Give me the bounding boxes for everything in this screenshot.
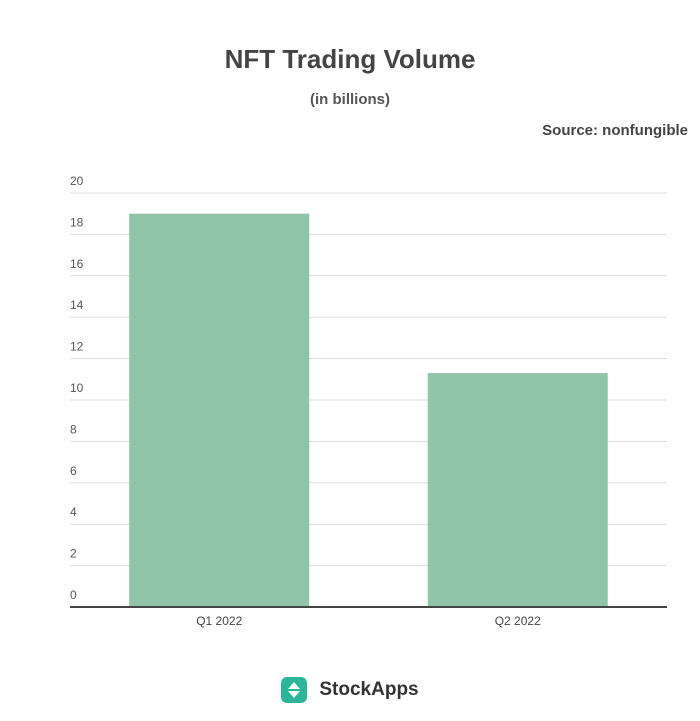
y-tick-label: 20 bbox=[70, 174, 84, 188]
y-tick-label: 2 bbox=[70, 547, 77, 561]
y-tick-label: 0 bbox=[70, 588, 77, 602]
y-tick-label: 16 bbox=[70, 257, 84, 271]
chart-subtitle: (in billions) bbox=[310, 91, 390, 108]
x-tick-label: Q2 2022 bbox=[495, 614, 541, 628]
y-tick-label: 8 bbox=[70, 422, 77, 436]
bar-chart: 0 2 4 6 8 10 12 14 16 18 20 Q1 2022 Q2 2022 bbox=[70, 174, 667, 628]
chart-title: NFT Trading Volume bbox=[224, 44, 476, 74]
y-tick-label: 4 bbox=[70, 505, 77, 519]
y-tick-label: 10 bbox=[70, 381, 84, 395]
footer-logo: StockApps bbox=[0, 677, 700, 703]
up-down-arrows-icon bbox=[281, 677, 308, 703]
y-tick-label: 18 bbox=[70, 215, 84, 229]
brand-name: StockApps bbox=[319, 679, 419, 700]
y-tick-label: 12 bbox=[70, 340, 84, 354]
y-tick-label: 6 bbox=[70, 464, 77, 478]
bar bbox=[129, 213, 310, 607]
x-tick-label: Q1 2022 bbox=[196, 614, 242, 628]
y-tick-label: 14 bbox=[70, 298, 84, 312]
bar bbox=[427, 373, 608, 607]
chart-source: Source: nonfungible bbox=[542, 122, 688, 139]
